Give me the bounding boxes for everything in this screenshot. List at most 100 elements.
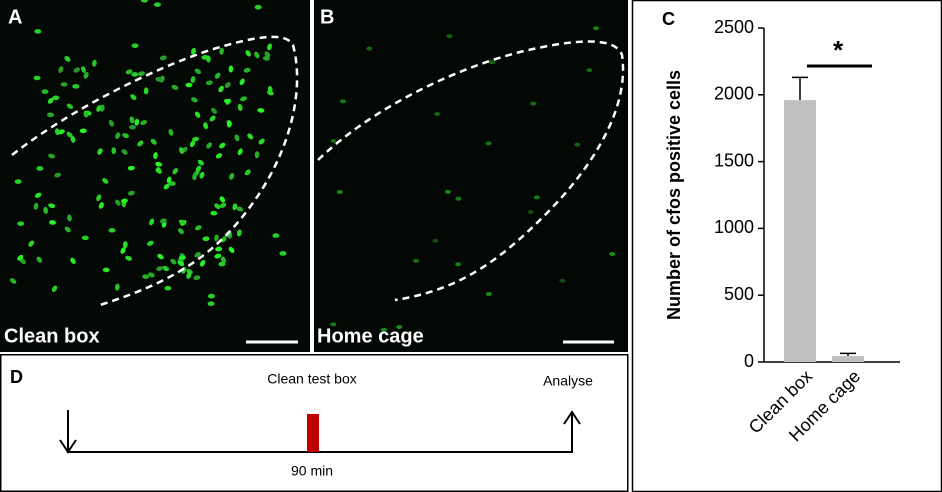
cell bbox=[52, 95, 60, 101]
cell bbox=[190, 76, 196, 84]
cell bbox=[434, 112, 441, 117]
cell bbox=[197, 159, 204, 166]
cell bbox=[60, 82, 68, 87]
bar bbox=[832, 355, 864, 362]
error-bar bbox=[840, 352, 856, 356]
cell bbox=[267, 43, 272, 51]
cell bbox=[194, 225, 202, 231]
cell bbox=[131, 43, 139, 49]
cell bbox=[237, 104, 243, 111]
cell bbox=[33, 202, 39, 210]
cell bbox=[202, 236, 210, 242]
cell bbox=[17, 221, 25, 226]
cell bbox=[102, 267, 110, 273]
cell bbox=[530, 101, 537, 106]
cell bbox=[485, 141, 492, 146]
cell bbox=[239, 78, 245, 86]
cell bbox=[267, 86, 273, 93]
cell bbox=[593, 26, 600, 31]
cell bbox=[51, 285, 58, 292]
cell bbox=[455, 196, 462, 201]
cell bbox=[214, 203, 221, 210]
cell bbox=[446, 34, 453, 39]
cell bbox=[336, 190, 343, 195]
cell bbox=[215, 246, 223, 252]
cell bbox=[108, 228, 116, 233]
cell bbox=[223, 98, 231, 104]
cell bbox=[485, 292, 492, 297]
cell bbox=[215, 153, 223, 159]
cell bbox=[156, 266, 164, 272]
cell bbox=[47, 97, 54, 104]
cell bbox=[99, 104, 105, 112]
cell bbox=[66, 103, 73, 110]
cell bbox=[168, 181, 176, 186]
cell bbox=[138, 71, 145, 77]
cell bbox=[533, 195, 540, 200]
cell bbox=[48, 153, 56, 159]
cell bbox=[279, 251, 287, 256]
cell bbox=[120, 198, 128, 204]
cell bbox=[214, 72, 221, 79]
cell bbox=[240, 96, 247, 102]
end-label: Analyse bbox=[543, 373, 593, 389]
cell bbox=[455, 262, 462, 267]
cell bbox=[195, 165, 202, 173]
cell bbox=[244, 169, 251, 176]
cell bbox=[330, 322, 337, 327]
cell bbox=[219, 47, 224, 55]
cell bbox=[34, 29, 42, 34]
cell bbox=[64, 55, 71, 62]
cell bbox=[43, 206, 48, 214]
cell bbox=[209, 115, 216, 122]
cell bbox=[189, 140, 196, 148]
panel-frame-d bbox=[0, 354, 629, 492]
cell bbox=[192, 136, 200, 142]
significance-marker: * bbox=[833, 35, 844, 65]
cell bbox=[54, 172, 62, 178]
timeline-line bbox=[67, 410, 573, 453]
cell bbox=[226, 120, 232, 128]
cell bbox=[129, 116, 135, 124]
cell bbox=[247, 133, 254, 140]
cell bbox=[157, 253, 164, 260]
cell bbox=[164, 285, 172, 291]
region-outline-a bbox=[11, 35, 299, 307]
cell bbox=[98, 202, 104, 209]
cell bbox=[127, 165, 135, 171]
cell bbox=[92, 59, 97, 67]
cell bbox=[527, 209, 534, 214]
cell bbox=[245, 50, 251, 57]
cell bbox=[219, 196, 226, 203]
cell bbox=[191, 47, 196, 55]
cell bbox=[413, 258, 420, 263]
cell bbox=[70, 257, 76, 265]
cell bbox=[147, 240, 154, 246]
cell bbox=[28, 240, 35, 247]
cells-b bbox=[330, 26, 616, 332]
cell bbox=[219, 202, 227, 208]
cell bbox=[586, 68, 593, 73]
cell bbox=[155, 161, 163, 167]
cell bbox=[207, 301, 215, 307]
cell bbox=[221, 236, 227, 243]
region-outline-b bbox=[317, 40, 625, 302]
cell bbox=[177, 260, 185, 267]
cell bbox=[96, 105, 102, 112]
cell bbox=[609, 251, 616, 256]
cell bbox=[171, 84, 179, 90]
cell bbox=[339, 99, 346, 104]
cell bbox=[574, 142, 581, 147]
event-label: Clean test box bbox=[267, 371, 357, 387]
cell bbox=[192, 173, 197, 181]
cell bbox=[149, 218, 155, 226]
cell bbox=[140, 0, 148, 3]
cell bbox=[236, 206, 244, 212]
y-tick-label: 0 bbox=[744, 351, 754, 371]
cell bbox=[102, 178, 109, 184]
cell bbox=[156, 167, 162, 174]
bar bbox=[784, 100, 816, 363]
cell bbox=[224, 81, 231, 89]
cell bbox=[162, 265, 170, 272]
cell bbox=[49, 220, 57, 225]
